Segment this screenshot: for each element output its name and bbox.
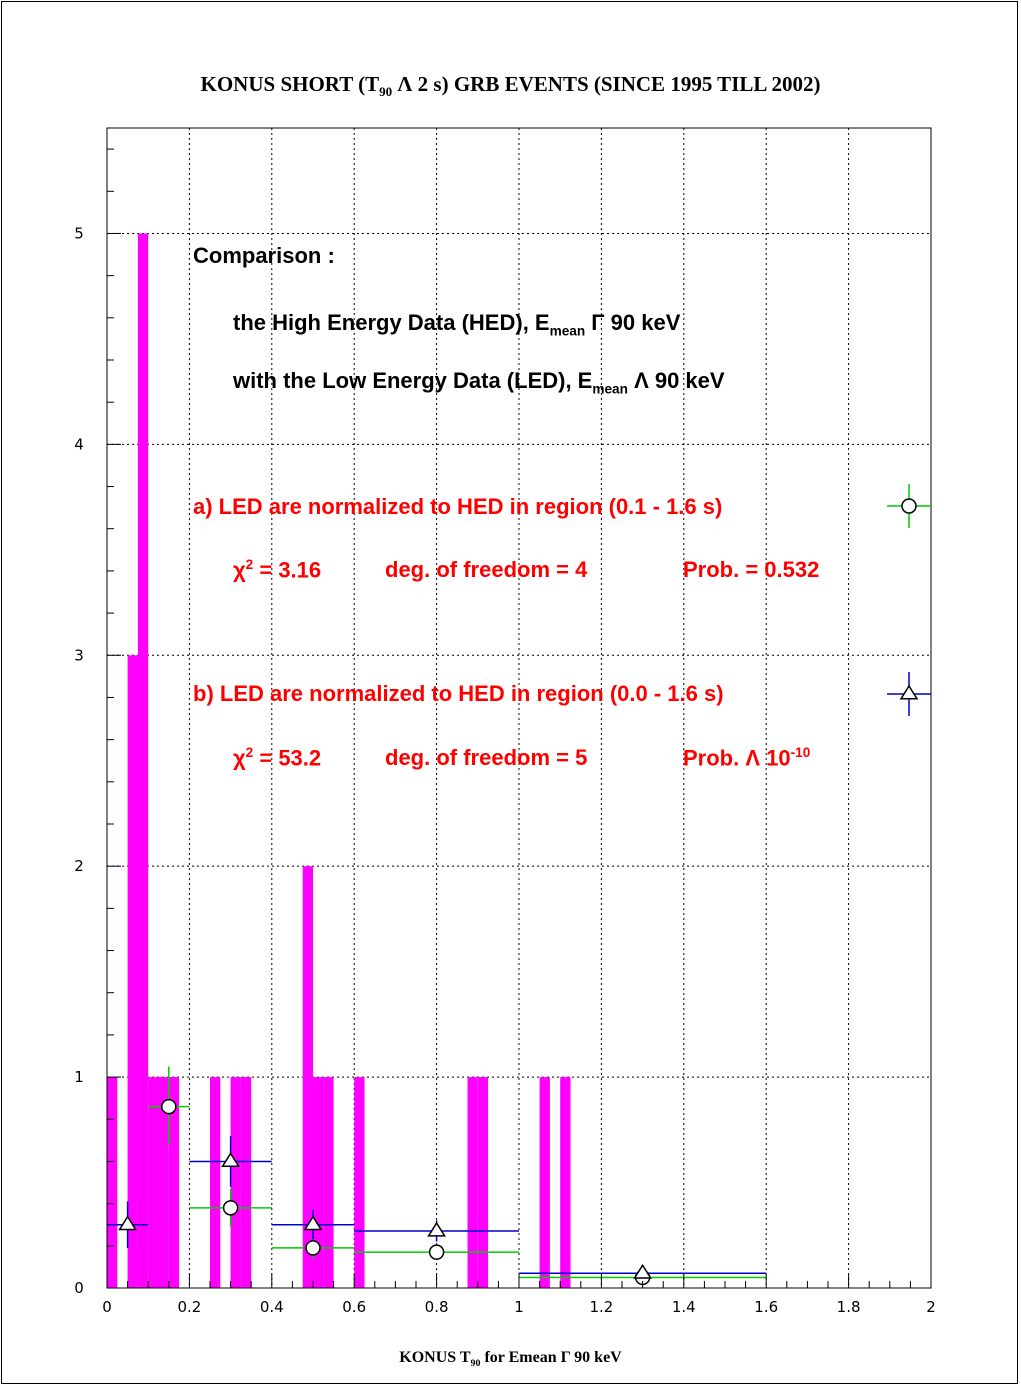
x-tick-label: 1.8 bbox=[837, 1298, 861, 1316]
grid-lines bbox=[107, 128, 931, 1288]
histogram-bar bbox=[477, 1077, 489, 1288]
histogram-bar bbox=[323, 1077, 334, 1288]
y-tick-label: 5 bbox=[74, 224, 84, 242]
x-tick-label: 2 bbox=[926, 1298, 936, 1316]
y-tick-label: 4 bbox=[74, 435, 84, 453]
histogram-bar bbox=[210, 1077, 221, 1288]
series-b-chi2: χ2 = 53.2 bbox=[233, 745, 322, 771]
xlabel-subscript: 90 bbox=[470, 1358, 481, 1370]
series-b-prob: Prob. Λ 10-10 bbox=[683, 745, 811, 771]
x-tick-label: 1 bbox=[514, 1298, 524, 1316]
histogram-bar bbox=[302, 866, 313, 1288]
x-axis-label: KONUS T90 for Emean Γ 90 keV bbox=[0, 1349, 1021, 1369]
y-tick-label: 0 bbox=[74, 1279, 84, 1297]
x-tick-label: 1.4 bbox=[672, 1298, 696, 1316]
circle-marker bbox=[222, 1200, 239, 1216]
x-tick-label: 0 bbox=[102, 1298, 112, 1316]
histogram-bar bbox=[560, 1077, 571, 1288]
histogram-bar bbox=[107, 1077, 118, 1288]
y-tick-label: 2 bbox=[74, 857, 84, 875]
xlabel-text: KONUS T bbox=[399, 1349, 471, 1366]
series-b-dof: deg. of freedom = 5 bbox=[385, 745, 588, 770]
circle-marker bbox=[161, 1098, 177, 1115]
title-subscript: 90 bbox=[379, 84, 393, 100]
histogram-bar bbox=[230, 1077, 241, 1288]
x-tick-label: 0.6 bbox=[342, 1298, 366, 1316]
triangle-marker bbox=[118, 1215, 137, 1231]
title-text-tail: Λ 2 s) GRB EVENTS (SINCE 1995 TILL 2002) bbox=[392, 72, 821, 96]
x-tick-label: 0.8 bbox=[425, 1298, 449, 1316]
series-a-chi2: χ2 = 3.16 bbox=[233, 557, 322, 583]
led-description: with the Low Energy Data (LED), Emean Λ … bbox=[233, 368, 725, 397]
triangle-marker bbox=[899, 684, 919, 700]
triangle-marker bbox=[633, 1263, 652, 1279]
histogram-bar bbox=[127, 655, 138, 1288]
y-tick-label: 3 bbox=[74, 646, 84, 664]
histogram-bar bbox=[137, 233, 149, 1288]
histogram-bar bbox=[313, 1077, 324, 1288]
series-a-prob: Prob. = 0.532 bbox=[683, 557, 820, 582]
triangle-marker bbox=[303, 1215, 323, 1231]
x-tick-label: 0.2 bbox=[177, 1298, 201, 1316]
circle-marker bbox=[901, 498, 917, 514]
triangle-marker bbox=[427, 1221, 446, 1237]
histogram-bars bbox=[107, 233, 571, 1288]
hed-description: the High Energy Data (HED), Emean Γ 90 k… bbox=[233, 310, 681, 339]
histogram-bar bbox=[467, 1077, 478, 1288]
histogram-bar bbox=[539, 1077, 550, 1288]
circle-marker bbox=[305, 1240, 321, 1256]
x-tick-label: 1.6 bbox=[754, 1298, 778, 1316]
y-tick-label: 1 bbox=[74, 1068, 84, 1086]
data-series bbox=[107, 1066, 767, 1286]
comparison-heading: Comparison : bbox=[193, 243, 335, 268]
triangle-marker bbox=[221, 1152, 240, 1168]
legend-markers bbox=[887, 484, 931, 716]
histogram-bar bbox=[240, 1077, 252, 1288]
chart-title: KONUS SHORT (T90 Λ 2 s) GRB EVENTS (SINC… bbox=[0, 72, 1021, 100]
x-tick-label: 0.4 bbox=[260, 1298, 284, 1316]
title-text: KONUS SHORT (T bbox=[200, 72, 380, 96]
circle-marker bbox=[428, 1244, 445, 1260]
series-a-dof: deg. of freedom = 4 bbox=[385, 557, 588, 582]
histogram-bar bbox=[168, 1077, 180, 1288]
histogram-bar bbox=[148, 1077, 159, 1288]
axes: 0 0.2 0.4 0.6 0.8 1 1.2 1.4 1.6 1.8 2 0 1 2 3 4 5 bbox=[74, 127, 936, 1316]
series-a-label: a) LED are normalized to HED in region (… bbox=[193, 494, 723, 519]
histogram-bar bbox=[354, 1077, 365, 1288]
series-b-label: b) LED are normalized to HED in region (… bbox=[193, 681, 724, 706]
x-tick-label: 1.2 bbox=[589, 1298, 613, 1316]
xlabel-text-tail: for Emean Γ 90 keV bbox=[480, 1349, 622, 1366]
histogram-bar bbox=[158, 1077, 169, 1288]
